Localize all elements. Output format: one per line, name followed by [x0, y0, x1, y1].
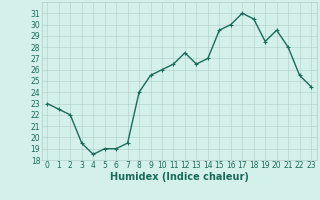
- X-axis label: Humidex (Indice chaleur): Humidex (Indice chaleur): [110, 172, 249, 182]
